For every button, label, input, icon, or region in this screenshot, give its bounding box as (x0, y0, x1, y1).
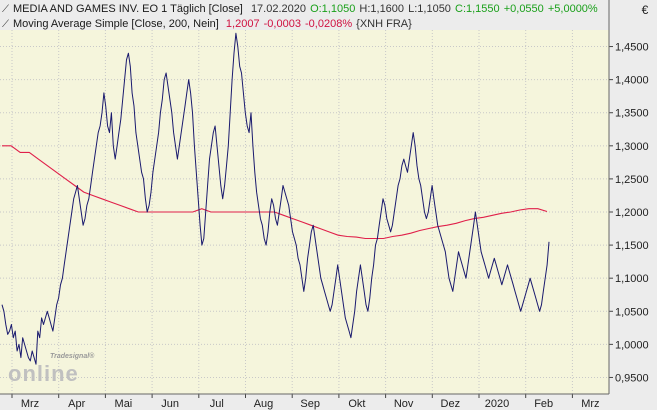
legend-ma-change: -0,0003 (263, 18, 301, 30)
price-line (1, 32, 550, 365)
y-tick-label: 1,4500 (615, 42, 649, 54)
y-axis: 1,4500 1,4000 1,3500 1,3000 1,2500 1,2000 1,15… (608, 0, 649, 394)
legend-ma-value: 1,2007 (225, 18, 260, 30)
legend-change-pct: +5,0000% (547, 3, 598, 15)
x-tick-label: Mrz (21, 398, 39, 410)
x-tick-label: Feb (534, 398, 553, 410)
x-tick-label: Sep (300, 398, 320, 410)
plot-area (0, 30, 609, 394)
legend-ma-name: Moving Average Simple [Close, 200, Nein] (13, 18, 219, 30)
watermark-small: Tradesignal® (50, 352, 95, 360)
legend-date: 17.02.2020 (250, 3, 306, 15)
y-tick-label: 1,4000 (615, 75, 649, 87)
line-chart-icon: ⟋ (2, 19, 9, 30)
x-tick-label: Mai (115, 398, 133, 410)
legend-ma: ⟋ Moving Average Simple [Close, 200, Nein… (2, 18, 413, 30)
legend-close: C:1,1550 (455, 3, 500, 15)
x-tick-label: Okt (348, 398, 365, 410)
x-tick-label: 2020 (485, 398, 509, 410)
currency-label: € (642, 3, 649, 17)
y-tick-label: 0,9500 (615, 372, 649, 384)
series-layer (1, 32, 550, 365)
y-tick-label: 1,2500 (615, 174, 649, 186)
x-tick-label: Jul (210, 398, 224, 410)
x-tick-label: Apr (68, 398, 85, 410)
legend-low: L:1,1050 (408, 3, 451, 15)
legend-price-name: MEDIA AND GAMES INV. EO 1 Täglich [Close… (13, 3, 243, 15)
legend-open: O:1,1050 (310, 3, 356, 15)
line-chart-icon: ⟋ (2, 4, 9, 15)
y-tick-label: 1,3000 (615, 141, 649, 153)
watermark-big: online (8, 361, 79, 386)
x-tick-label: Dez (441, 398, 461, 410)
legend-change: +0,0550 (503, 3, 544, 15)
grid-lines (0, 30, 609, 394)
tradesignal-watermark: Tradesignal® online (8, 352, 95, 386)
legend-ma-change-pct: -0,0208% (305, 18, 353, 30)
x-tick-label: Mrz (581, 398, 599, 410)
legend-exchange: {XNH FRA} (356, 18, 412, 30)
x-axis: Mrz Apr Mai Jun Jul Aug Sep Okt Nov Dez 2020 Feb Mrz (0, 393, 609, 410)
y-tick-label: 1,1000 (615, 273, 649, 285)
x-tick-label: Aug (254, 398, 274, 410)
y-tick-label: 1,0000 (615, 339, 649, 351)
x-tick-label: Jun (161, 398, 179, 410)
y-tick-label: 1,1500 (615, 240, 649, 252)
y-tick-label: 1,0500 (615, 306, 649, 318)
y-tick-label: 1,2000 (615, 207, 649, 219)
legend-high: H:1,1600 (359, 3, 405, 15)
y-tick-label: 1,3500 (615, 108, 649, 120)
legend-price: ⟋ MEDIA AND GAMES INV. EO 1 Täglich [Clos… (2, 3, 599, 15)
x-tick-label: Nov (394, 398, 414, 410)
